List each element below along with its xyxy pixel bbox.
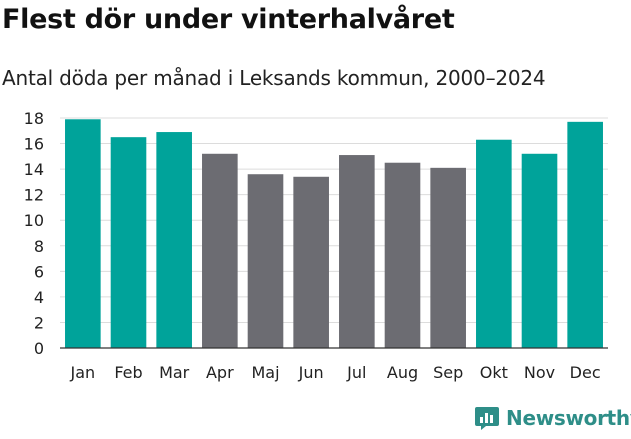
x-tick-label: Jun [298, 363, 324, 382]
y-tick-label: 2 [34, 313, 44, 332]
x-tick-label: Maj [251, 363, 279, 382]
x-tick-label: Sep [433, 363, 463, 382]
newsworthy-logo-icon [475, 407, 499, 430]
x-tick-label: Apr [206, 363, 234, 382]
x-tick-label: Jan [69, 363, 95, 382]
x-tick-label: Nov [524, 363, 555, 382]
y-tick-label: 10 [24, 211, 44, 230]
bar-jan [65, 119, 101, 349]
x-tick-label: Okt [480, 363, 508, 382]
bar-mar [156, 132, 192, 348]
bar-sep [430, 167, 466, 348]
y-tick-label: 14 [24, 160, 44, 179]
y-axis-ticks: 0 2 4 6 8 10 12 14 16 18 [24, 109, 44, 358]
bar-apr [202, 153, 238, 348]
x-tick-label: Mar [159, 363, 190, 382]
newsworthy-logo: Newsworthy [474, 405, 631, 431]
gridlines [60, 117, 608, 323]
y-tick-label: 0 [34, 339, 44, 358]
y-tick-label: 8 [34, 237, 44, 256]
bar-jun [293, 176, 329, 348]
brand-name: Newsworthy [506, 406, 631, 430]
bars [65, 119, 603, 349]
bar-jul [339, 155, 375, 348]
y-tick-label: 18 [24, 109, 44, 128]
bar-nov [521, 153, 558, 348]
bar-maj [247, 174, 284, 348]
x-axis-ticks: Jan Feb Mar Apr Maj Jun Jul Aug Sep Okt Nov Dec [69, 363, 600, 382]
x-tick-label: Feb [114, 363, 142, 382]
bar-aug [384, 162, 421, 348]
y-tick-label: 16 [24, 135, 44, 154]
bar-okt [476, 139, 512, 348]
bar-dec [567, 121, 603, 348]
x-tick-label: Dec [570, 363, 601, 382]
chart-subtitle: Antal döda per månad i Leksands kommun, … [2, 66, 546, 90]
y-tick-label: 12 [24, 186, 44, 205]
chart-title: Flest dör under vinterhalvåret [2, 4, 455, 35]
x-tick-label: Aug [387, 363, 418, 382]
x-tick-label: Jul [346, 363, 366, 382]
y-tick-label: 4 [34, 288, 44, 307]
y-tick-label: 6 [34, 262, 44, 281]
bar-feb [110, 137, 147, 348]
